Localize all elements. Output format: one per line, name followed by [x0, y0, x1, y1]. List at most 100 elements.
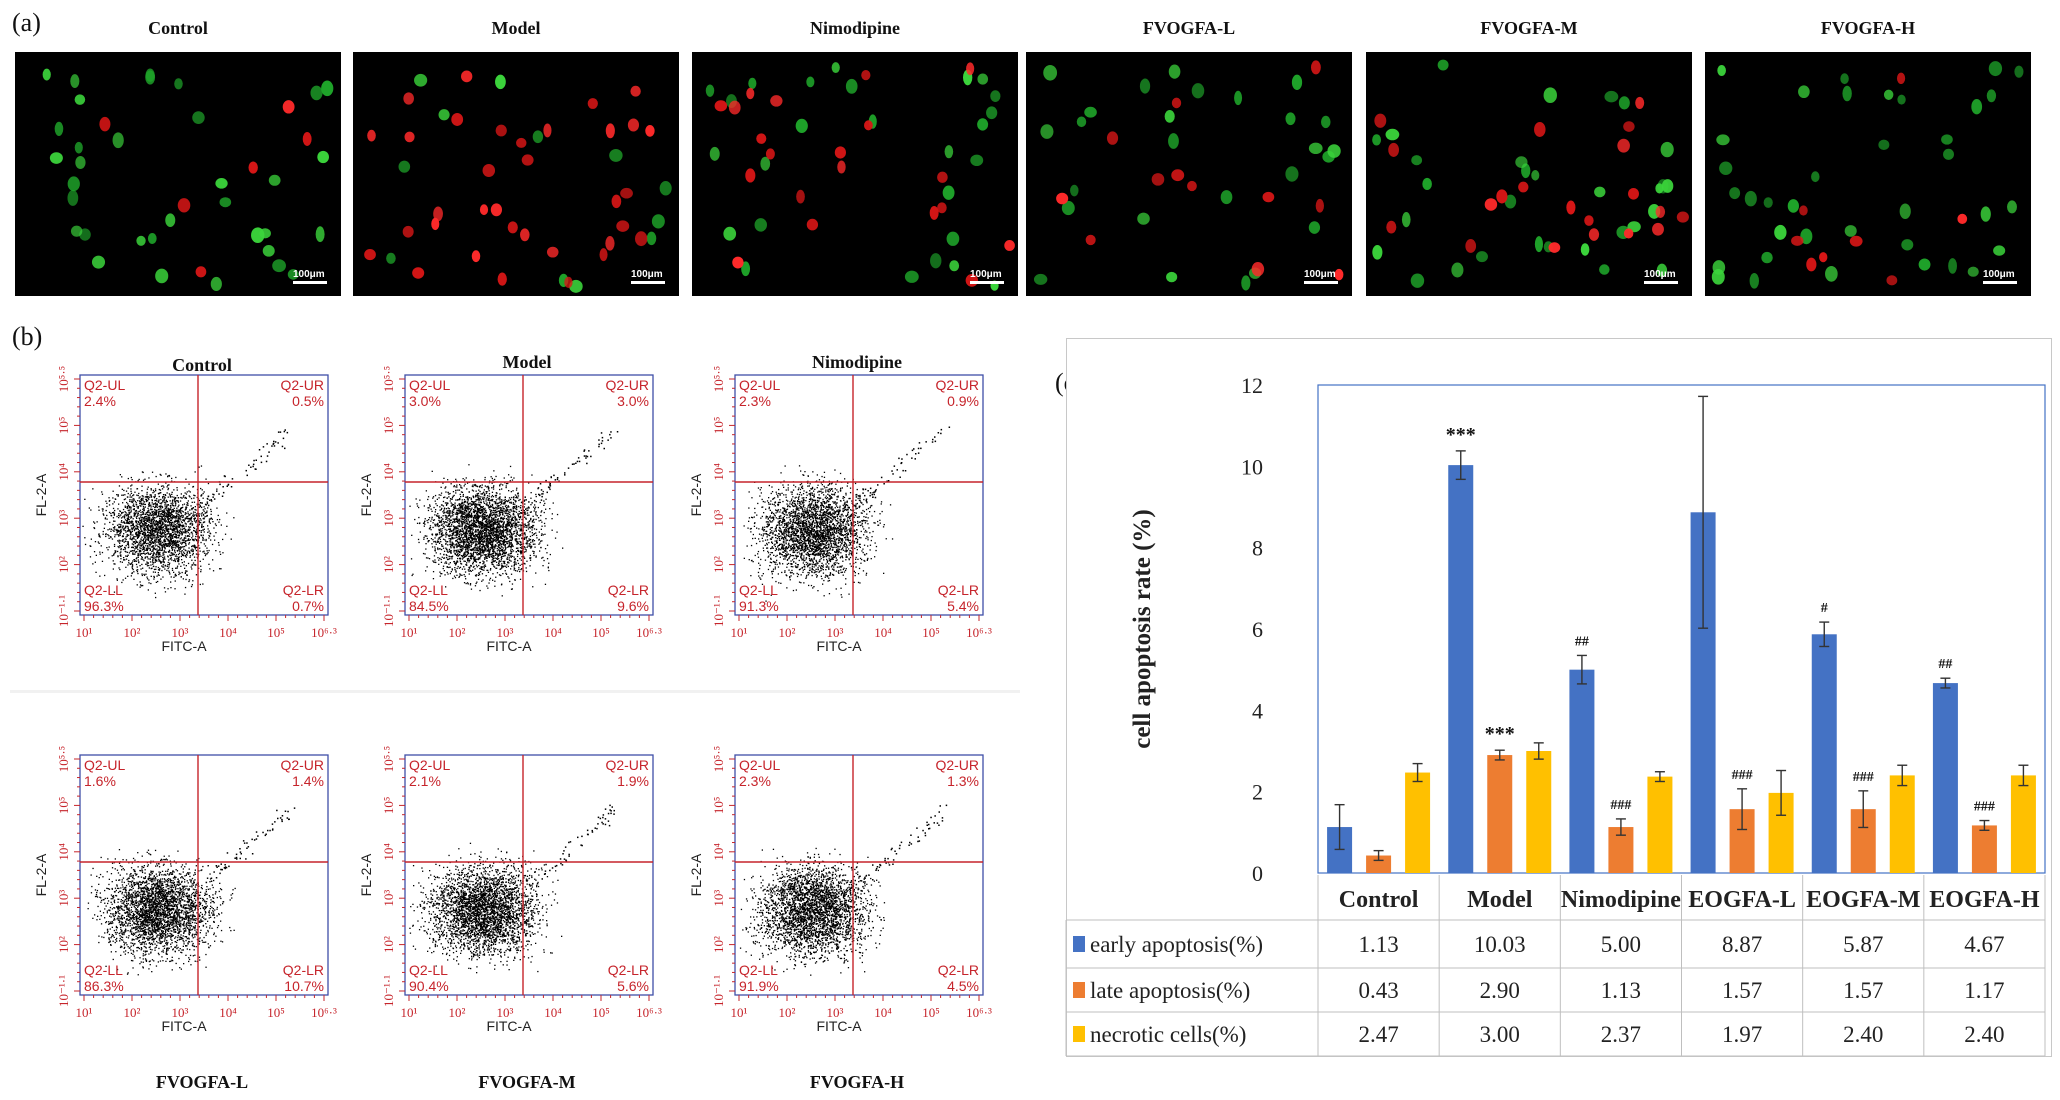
error-bar [1979, 819, 1990, 831]
scale-bar-label: 100μm [293, 269, 325, 280]
quadrant-value-ul: 2.3% [739, 393, 771, 409]
y-tick-label: 10⁵ [711, 417, 726, 435]
y-tick-label: 10⁴ [381, 463, 396, 481]
green-cell [1749, 273, 1760, 289]
x-tick-label: 10⁶·³ [966, 625, 992, 640]
green-cell [806, 76, 815, 88]
quadrant-name-ul: Q2-UL [409, 757, 450, 773]
significance-mark: ## [1938, 657, 1952, 672]
green-cell [1084, 106, 1097, 118]
red-cell [1085, 234, 1096, 246]
event-cloud [87, 807, 296, 976]
error-bar [1494, 749, 1505, 761]
x-tick-label: 10¹ [731, 1005, 748, 1020]
cell-field [705, 62, 1015, 291]
green-cell [1166, 271, 1178, 283]
green-cell [1291, 74, 1303, 90]
cell-field [364, 70, 672, 293]
red-cell [99, 116, 111, 132]
x-tick-label: 10³ [827, 1005, 844, 1020]
green-cell [215, 178, 228, 189]
scale-bar: 100μm [1983, 269, 2017, 284]
panel-a-label: (a) [12, 8, 41, 37]
error-bar [1455, 450, 1466, 481]
green-cell [1716, 134, 1730, 146]
green-cell [1385, 128, 1400, 141]
table-cell: 2.40 [1964, 1022, 2004, 1047]
red-cell [1623, 228, 1634, 239]
error-bar [1373, 849, 1384, 862]
quadrant-value-ul: 2.4% [84, 393, 116, 409]
green-cell [1661, 179, 1674, 193]
flow-plot-title: FVOGFA-M [478, 1072, 576, 1092]
cell-field [1033, 60, 1344, 291]
table-cell: 8.87 [1722, 932, 1762, 957]
quadrant-value-ur: 1.4% [292, 773, 324, 789]
green-cell [1711, 269, 1725, 285]
red-cell [1623, 121, 1635, 132]
green-cell [795, 118, 808, 134]
red-cell [546, 246, 559, 258]
red-cell [605, 236, 615, 251]
green-cell [386, 252, 396, 264]
x-tick-label: 10² [449, 625, 466, 640]
significance-mark: *** [1446, 424, 1476, 446]
red-cell [746, 87, 755, 100]
quadrant-name-ur: Q2-UR [935, 377, 979, 393]
quadrant-value-ll: 91.3% [739, 598, 779, 614]
red-cell [1106, 131, 1119, 145]
red-cell [630, 85, 641, 97]
green-cell [1798, 85, 1810, 99]
y-tick-label: 10⁵·⁵ [381, 366, 396, 392]
x-tick-label: 10⁵ [592, 1005, 610, 1020]
green-cell [1761, 251, 1773, 264]
red-cell [1004, 240, 1015, 251]
x-tick-label: 10¹ [401, 625, 418, 640]
y-tick-label: 0 [1252, 861, 1263, 886]
green-cell [1988, 61, 2003, 77]
quadrant-name-ul: Q2-UL [84, 377, 125, 393]
green-cell [54, 121, 64, 137]
green-cell [74, 141, 83, 154]
red-cell [1588, 228, 1600, 241]
red-cell [1635, 96, 1645, 109]
x-tick-label: 10⁵ [922, 1005, 940, 1020]
red-cell [364, 248, 376, 261]
error-bar [1819, 621, 1830, 648]
y-tick-label: 12 [1241, 373, 1263, 398]
quadrant-value-ll: 86.3% [84, 978, 124, 994]
quadrant-value-ur: 1.3% [947, 773, 979, 789]
x-tick-label: 10⁶·³ [966, 1005, 992, 1020]
y-tick-label: 10³ [381, 890, 396, 907]
green-cell [1971, 99, 1983, 115]
y-tick-label: 10² [56, 556, 71, 573]
quadrant-value-lr: 4.5% [947, 978, 979, 994]
error-bar [1897, 764, 1908, 787]
red-cell [282, 100, 295, 114]
green-cell [904, 270, 919, 283]
red-cell [471, 250, 481, 263]
red-cell [1484, 198, 1498, 211]
red-cell [616, 220, 630, 232]
error-bar [1940, 677, 1951, 689]
y-tick-label: 10⁵ [381, 797, 396, 815]
y-tick-label: 10 [1241, 454, 1263, 479]
green-cell [1168, 133, 1179, 149]
x-tick-label: 10⁴ [544, 1005, 562, 1020]
red-cell [605, 123, 615, 139]
green-cell [147, 232, 157, 244]
scale-bar: 100μm [970, 269, 1004, 284]
y-tick-label: 10⁻¹·¹ [711, 975, 726, 1007]
flow-plot: Q2-UL 2.3% Q2-UR 0.9% Q2-LL 91.3% Q2-LR 5.4% 10¹… [677, 350, 1007, 660]
red-cell [1886, 275, 1898, 286]
significance-mark: ### [1853, 770, 1874, 785]
table-cell: 10.03 [1474, 932, 1526, 957]
green-cell [165, 213, 176, 228]
table-cell: 2.37 [1601, 1022, 1641, 1047]
red-cell [412, 267, 425, 279]
green-cell [262, 245, 275, 257]
green-cell [321, 80, 334, 97]
cell-field [1711, 61, 2024, 289]
table-cell: 5.00 [1601, 932, 1641, 957]
error-bar [1698, 395, 1709, 629]
